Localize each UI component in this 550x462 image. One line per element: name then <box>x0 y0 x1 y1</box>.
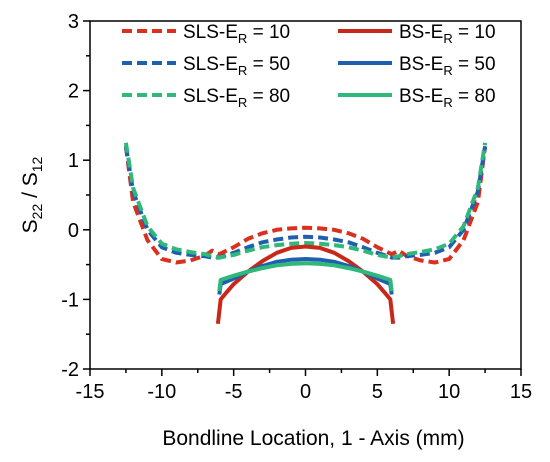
y-tick-label-0: -2 <box>61 359 79 381</box>
x-axis-title: Bondline Location, 1 - Axis (mm) <box>162 427 464 450</box>
x-tick-label-3: 0 <box>300 381 311 403</box>
legend-label-2: SLS-ER = 80 <box>183 86 290 110</box>
x-tick-label-5: 10 <box>438 381 460 403</box>
x-tick-label-6: 15 <box>510 381 532 403</box>
legend-label-1: SLS-ER = 50 <box>183 54 290 78</box>
x-tick-label-2: -5 <box>225 381 243 403</box>
series-line-0 <box>123 146 488 265</box>
y-tick-label-3: 1 <box>68 150 79 172</box>
series-line-1 <box>123 145 488 260</box>
legend-label-5: BS-ER = 80 <box>399 86 496 110</box>
legend-label-3: BS-ER = 10 <box>399 22 496 46</box>
y-tick-label-5: 3 <box>68 11 79 33</box>
x-tick-label-0: -15 <box>76 381 105 403</box>
series-line-5 <box>217 261 394 292</box>
x-tick-label-4: 5 <box>372 381 383 403</box>
y-axis-title: S22 / S12 <box>19 156 45 233</box>
y-tick-label-4: 2 <box>68 81 79 103</box>
y-tick-label-1: -1 <box>61 289 79 311</box>
series-layer <box>123 142 488 325</box>
series-line-2 <box>123 142 488 260</box>
legend-label-4: BS-ER = 50 <box>399 54 496 78</box>
legend-label-0: SLS-ER = 10 <box>183 22 290 46</box>
x-tick-label-1: -10 <box>147 381 176 403</box>
legend: SLS-ER = 10 SLS-ER = 50 SLS-ER = 80 BS-ER =… <box>122 22 496 110</box>
series-line-3 <box>215 244 396 325</box>
y-tick-label-2: 0 <box>68 220 79 242</box>
